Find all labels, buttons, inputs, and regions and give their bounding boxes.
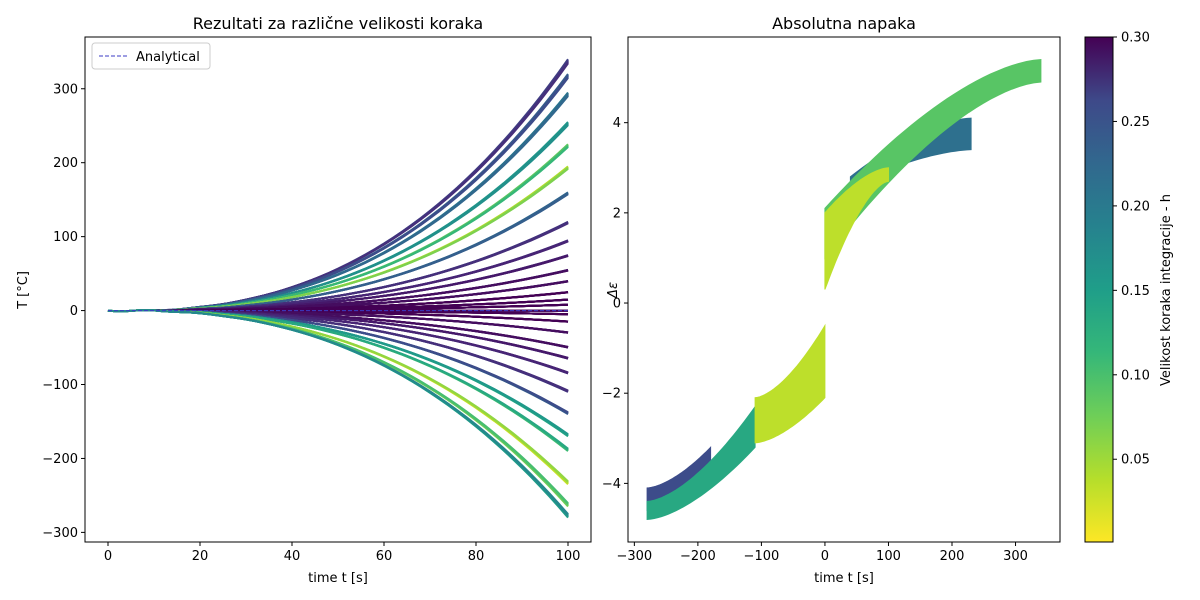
error-band xyxy=(754,323,826,444)
colorbar-tick-label: 0.05 xyxy=(1121,453,1150,468)
solution-curve xyxy=(107,75,569,313)
right-x-tick-label: 0 xyxy=(821,549,829,564)
right-x-axis-label: time t [s] xyxy=(814,571,874,586)
right-error-bands xyxy=(646,58,1042,521)
solution-curve xyxy=(107,309,569,484)
colorbar-tick-label: 0.10 xyxy=(1121,368,1150,383)
right-axes-frame xyxy=(627,36,1061,543)
solution-curve xyxy=(107,309,569,484)
right-y-tick-label: 0 xyxy=(613,297,621,312)
left-axes-frame xyxy=(84,36,592,543)
legend-box xyxy=(91,42,211,70)
right-x-tick-label: −300 xyxy=(616,549,652,564)
right-x-tick-label: 300 xyxy=(1003,549,1028,564)
left-x-tick-label: 80 xyxy=(468,549,485,564)
right-y-tick-label: −2 xyxy=(602,387,621,402)
error-band xyxy=(646,405,756,521)
solution-curve xyxy=(107,309,569,436)
left-x-ticks: 0 20 40 60 80 100 xyxy=(104,542,581,564)
solution-curve xyxy=(107,309,569,515)
left-y-tick-label: 300 xyxy=(53,82,78,97)
colorbar-ticks: 0.05 0.10 0.15 0.20 0.25 0.30 xyxy=(1113,31,1150,468)
left-y-axis-label: T [°C] xyxy=(16,271,31,310)
right-y-tick-label: −4 xyxy=(602,477,621,492)
left-x-tick-label: 40 xyxy=(284,549,301,564)
left-x-tick-label: 20 xyxy=(192,549,209,564)
colorbar-tick-label: 0.25 xyxy=(1121,115,1150,130)
colorbar-tick-label: 0.30 xyxy=(1121,31,1150,46)
right-x-tick-label: −100 xyxy=(744,549,780,564)
solution-curve xyxy=(107,309,569,437)
left-x-tick-label: 0 xyxy=(104,549,112,564)
solution-curve xyxy=(107,74,569,313)
solution-curve xyxy=(107,309,569,485)
left-y-tick-label: 200 xyxy=(53,156,78,171)
left-curves xyxy=(107,58,569,519)
colorbar-tick-label: 0.20 xyxy=(1121,199,1150,214)
left-y-tick-label: −300 xyxy=(42,526,78,541)
legend: Analytical xyxy=(91,42,211,70)
colorbar: 0.05 0.10 0.15 0.20 0.25 0.30 Velikost koraka… xyxy=(1084,31,1174,543)
legend-analytical-label: Analytical xyxy=(136,50,200,65)
left-x-tick-label: 100 xyxy=(556,549,581,564)
left-y-tick-label: −200 xyxy=(42,452,78,467)
right-x-tick-label: −200 xyxy=(680,549,716,564)
right-y-axis-label: Δε xyxy=(606,282,621,299)
right-y-ticks: −4 −2 0 2 4 xyxy=(602,116,628,492)
solution-curve xyxy=(107,309,569,486)
solution-curve xyxy=(107,309,569,437)
solution-curve xyxy=(107,76,569,313)
colorbar-gradient xyxy=(1084,36,1114,543)
solution-curve xyxy=(107,76,569,313)
solution-curve xyxy=(107,75,569,313)
solution-curve xyxy=(107,309,569,437)
left-y-ticks: −300 −200 −100 0 100 200 300 xyxy=(42,82,85,541)
solution-curve xyxy=(107,309,569,485)
right-y-tick-label: 4 xyxy=(613,116,621,131)
right-x-tick-label: 200 xyxy=(940,549,965,564)
error-band xyxy=(824,167,889,290)
solution-curve xyxy=(107,309,569,483)
left-chart-title: Rezultati za različne velikosti koraka xyxy=(193,14,483,33)
right-plot-area xyxy=(646,58,1042,521)
left-x-tick-label: 60 xyxy=(376,549,393,564)
left-plot-area xyxy=(107,58,569,519)
right-x-tick-label: 100 xyxy=(876,549,901,564)
colorbar-label: Velikost koraka integracije - h xyxy=(1159,194,1174,386)
left-chart: Rezultati za različne velikosti koraka 0… xyxy=(16,14,592,586)
right-y-tick-label: 2 xyxy=(613,206,621,221)
left-y-tick-label: 100 xyxy=(53,230,78,245)
right-x-ticks: −300 −200 −100 0 100 200 300 xyxy=(616,542,1028,564)
colorbar-tick-label: 0.15 xyxy=(1121,284,1150,299)
left-y-tick-label: −100 xyxy=(42,378,78,393)
solution-curve xyxy=(107,77,569,313)
left-y-tick-label: 0 xyxy=(70,304,78,319)
left-x-axis-label: time t [s] xyxy=(308,571,368,586)
right-chart-title: Absolutna napaka xyxy=(772,14,916,33)
error-band xyxy=(824,58,1042,260)
right-chart: Absolutna napaka −300 −200 −100 0 100 200 300 … xyxy=(602,14,1061,586)
solution-curve xyxy=(107,309,569,438)
